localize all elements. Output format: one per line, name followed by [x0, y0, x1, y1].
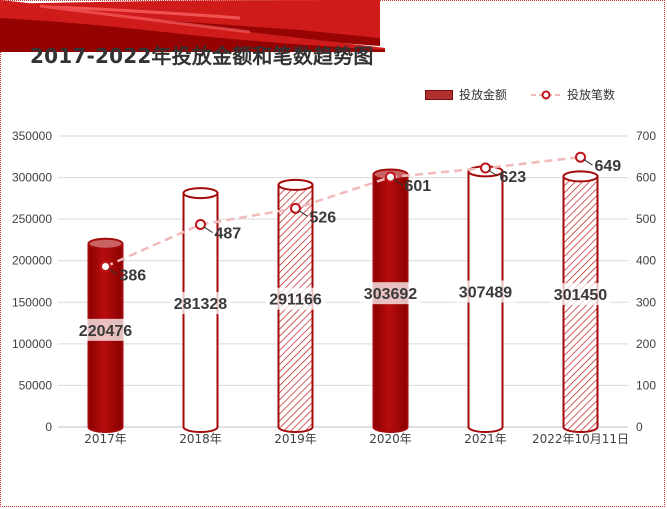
- legend-swatch-bar: [425, 89, 453, 100]
- y-right-tick-label: 500: [636, 212, 656, 226]
- y-left-tick-label: 150000: [12, 295, 52, 309]
- legend-label-bar: 投放金额: [459, 88, 508, 102]
- bar-value-label: 291166: [269, 292, 322, 309]
- line-value-label: 526: [310, 209, 337, 226]
- bar-value-label: 301450: [554, 287, 607, 304]
- bar-label-bg: [75, 318, 136, 341]
- bar-label-bg: [550, 283, 611, 306]
- bar-value-label: 220476: [79, 323, 132, 340]
- line-value-label: 487: [215, 226, 242, 243]
- line-label-leader: [583, 158, 593, 166]
- legend-label-line: 投放笔数: [567, 88, 616, 102]
- line-value-label: 386: [120, 268, 147, 285]
- bar-label-bg: [265, 287, 326, 310]
- bar-label-bg: [170, 292, 231, 315]
- line-point: [480, 162, 491, 174]
- y-left-tick-label: 200000: [12, 254, 52, 268]
- line-point: [385, 171, 396, 183]
- bar-top: [277, 178, 314, 191]
- line-value-label: 649: [595, 158, 622, 175]
- line-point: [290, 202, 301, 214]
- y-right-tick-label: 300: [636, 295, 656, 309]
- x-tick-label: 2017年: [84, 432, 127, 446]
- y-left-tick-label: 300000: [12, 171, 52, 185]
- x-tick-label: 2019年: [274, 432, 317, 446]
- x-tick-label: 2020年: [369, 432, 412, 446]
- line-label-leader: [108, 268, 118, 275]
- x-tick-label: 2021年: [464, 432, 507, 446]
- y-right-tick-label: 400: [636, 254, 656, 268]
- y-right-tick-label: 0: [636, 420, 643, 434]
- line-label-leader: [393, 178, 403, 186]
- y-left-tick-label: 0: [45, 420, 52, 434]
- y-right-tick-label: 600: [636, 171, 656, 185]
- legend-swatch-line: [531, 90, 562, 99]
- bar-label-bg: [360, 282, 421, 305]
- line-value-label: 601: [405, 178, 432, 195]
- y-left-tick-label: 100000: [12, 337, 52, 351]
- bar-value-label: 303692: [364, 286, 417, 303]
- bar-value-label: 281328: [174, 296, 227, 313]
- x-tick-label: 2022年10月11日: [532, 432, 629, 446]
- line-series: [104, 155, 581, 268]
- bar-value-label: 307489: [459, 285, 512, 302]
- line-label-leader: [298, 209, 308, 217]
- ribbon-bottom-decoration: [0, 0, 385, 52]
- x-tick-label: 2018年: [179, 432, 222, 446]
- line-value-label: 623: [500, 169, 527, 186]
- chart-title: 2017-2022年投放金额和笔数趋势图: [30, 44, 374, 68]
- y-right-tick-label: 200: [636, 337, 656, 351]
- y-left-tick-label: 50000: [19, 378, 53, 392]
- bar-top: [87, 237, 124, 250]
- line-label-leader: [203, 226, 213, 233]
- y-left-tick-label: 350000: [12, 129, 52, 143]
- line-point: [100, 261, 111, 273]
- bar-label-bg: [455, 280, 516, 303]
- y-left-tick-label: 250000: [12, 212, 52, 226]
- line-point: [195, 219, 206, 231]
- y-right-tick-label: 700: [636, 129, 656, 143]
- line-point: [575, 151, 586, 163]
- bar-top: [182, 187, 219, 200]
- line-label-leader: [488, 169, 498, 177]
- legend: 投放金额 投放笔数: [425, 86, 615, 103]
- y-right-tick-label: 100: [636, 378, 656, 392]
- bar-top: [562, 170, 599, 183]
